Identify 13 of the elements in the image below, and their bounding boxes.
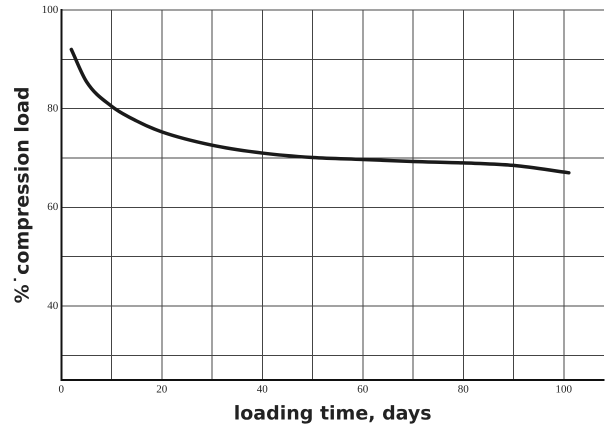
- x-tick-label: 0: [58, 383, 65, 396]
- x-tick-label: 80: [458, 383, 470, 396]
- y-tick-label: 60: [47, 201, 59, 214]
- y-tick-label: 100: [42, 4, 59, 16]
- x-tick-label: 20: [156, 383, 168, 396]
- x-tick-label: 40: [256, 383, 268, 396]
- line-series: [70, 48, 571, 175]
- y-tick-label: 80: [47, 102, 59, 115]
- y-axis-title: %˙compression load: [11, 86, 34, 304]
- x-axis-title: loading time, days: [234, 402, 432, 425]
- x-tick-label: 60: [357, 383, 369, 396]
- y-tick-label: 40: [47, 300, 59, 312]
- x-tick-label: 100: [556, 383, 573, 396]
